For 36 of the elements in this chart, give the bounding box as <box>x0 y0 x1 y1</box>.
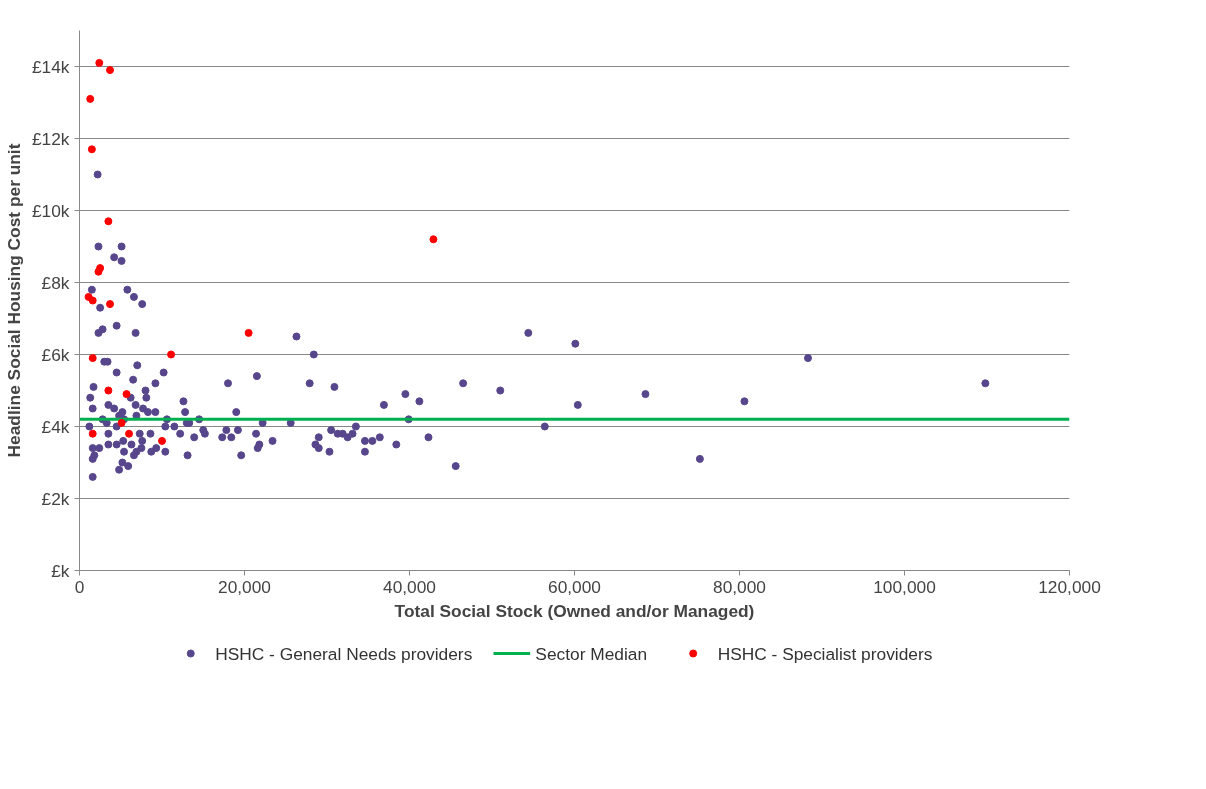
point <box>95 58 104 67</box>
x-tick-label: 120,000 <box>1038 576 1101 597</box>
point <box>88 429 97 438</box>
point <box>106 66 115 75</box>
y-tick-label: £k <box>51 560 70 581</box>
x-axis-title: Total Social Stock (Owned and/or Managed) <box>394 600 755 621</box>
point <box>86 94 95 103</box>
point <box>106 300 115 309</box>
point <box>244 328 253 337</box>
y-tick-label: £14k <box>31 56 70 77</box>
y-axis-title: Headline Social Housing Cost per unit <box>3 143 24 458</box>
y-tick-label: £6k <box>41 344 70 365</box>
y-tick-label: £12k <box>31 128 70 149</box>
point <box>104 386 113 395</box>
point <box>122 390 131 399</box>
legend-label: HSHC - Specialist providers <box>717 643 933 664</box>
legend-label: Sector Median <box>535 643 648 664</box>
legend-label: HSHC - General Needs providers <box>215 643 473 664</box>
point <box>87 145 96 154</box>
point <box>88 354 97 363</box>
x-tick-label: 80,000 <box>713 576 766 597</box>
point <box>167 350 176 359</box>
x-tick-label: 0 <box>74 576 85 597</box>
point <box>158 436 166 445</box>
point <box>104 217 113 226</box>
x-tick-label: 100,000 <box>873 576 936 597</box>
x-tick-label: 20,000 <box>218 576 271 597</box>
y-tick-label: £8k <box>41 272 70 293</box>
point <box>429 235 438 244</box>
y-tick-label: £2k <box>41 488 70 509</box>
point <box>125 429 133 438</box>
y-tick-label: £10k <box>31 200 70 221</box>
y-tick-label: £4k <box>41 416 70 437</box>
x-tick-label: 60,000 <box>548 576 601 597</box>
point <box>88 296 97 305</box>
x-tick-label: 40,000 <box>383 576 436 597</box>
